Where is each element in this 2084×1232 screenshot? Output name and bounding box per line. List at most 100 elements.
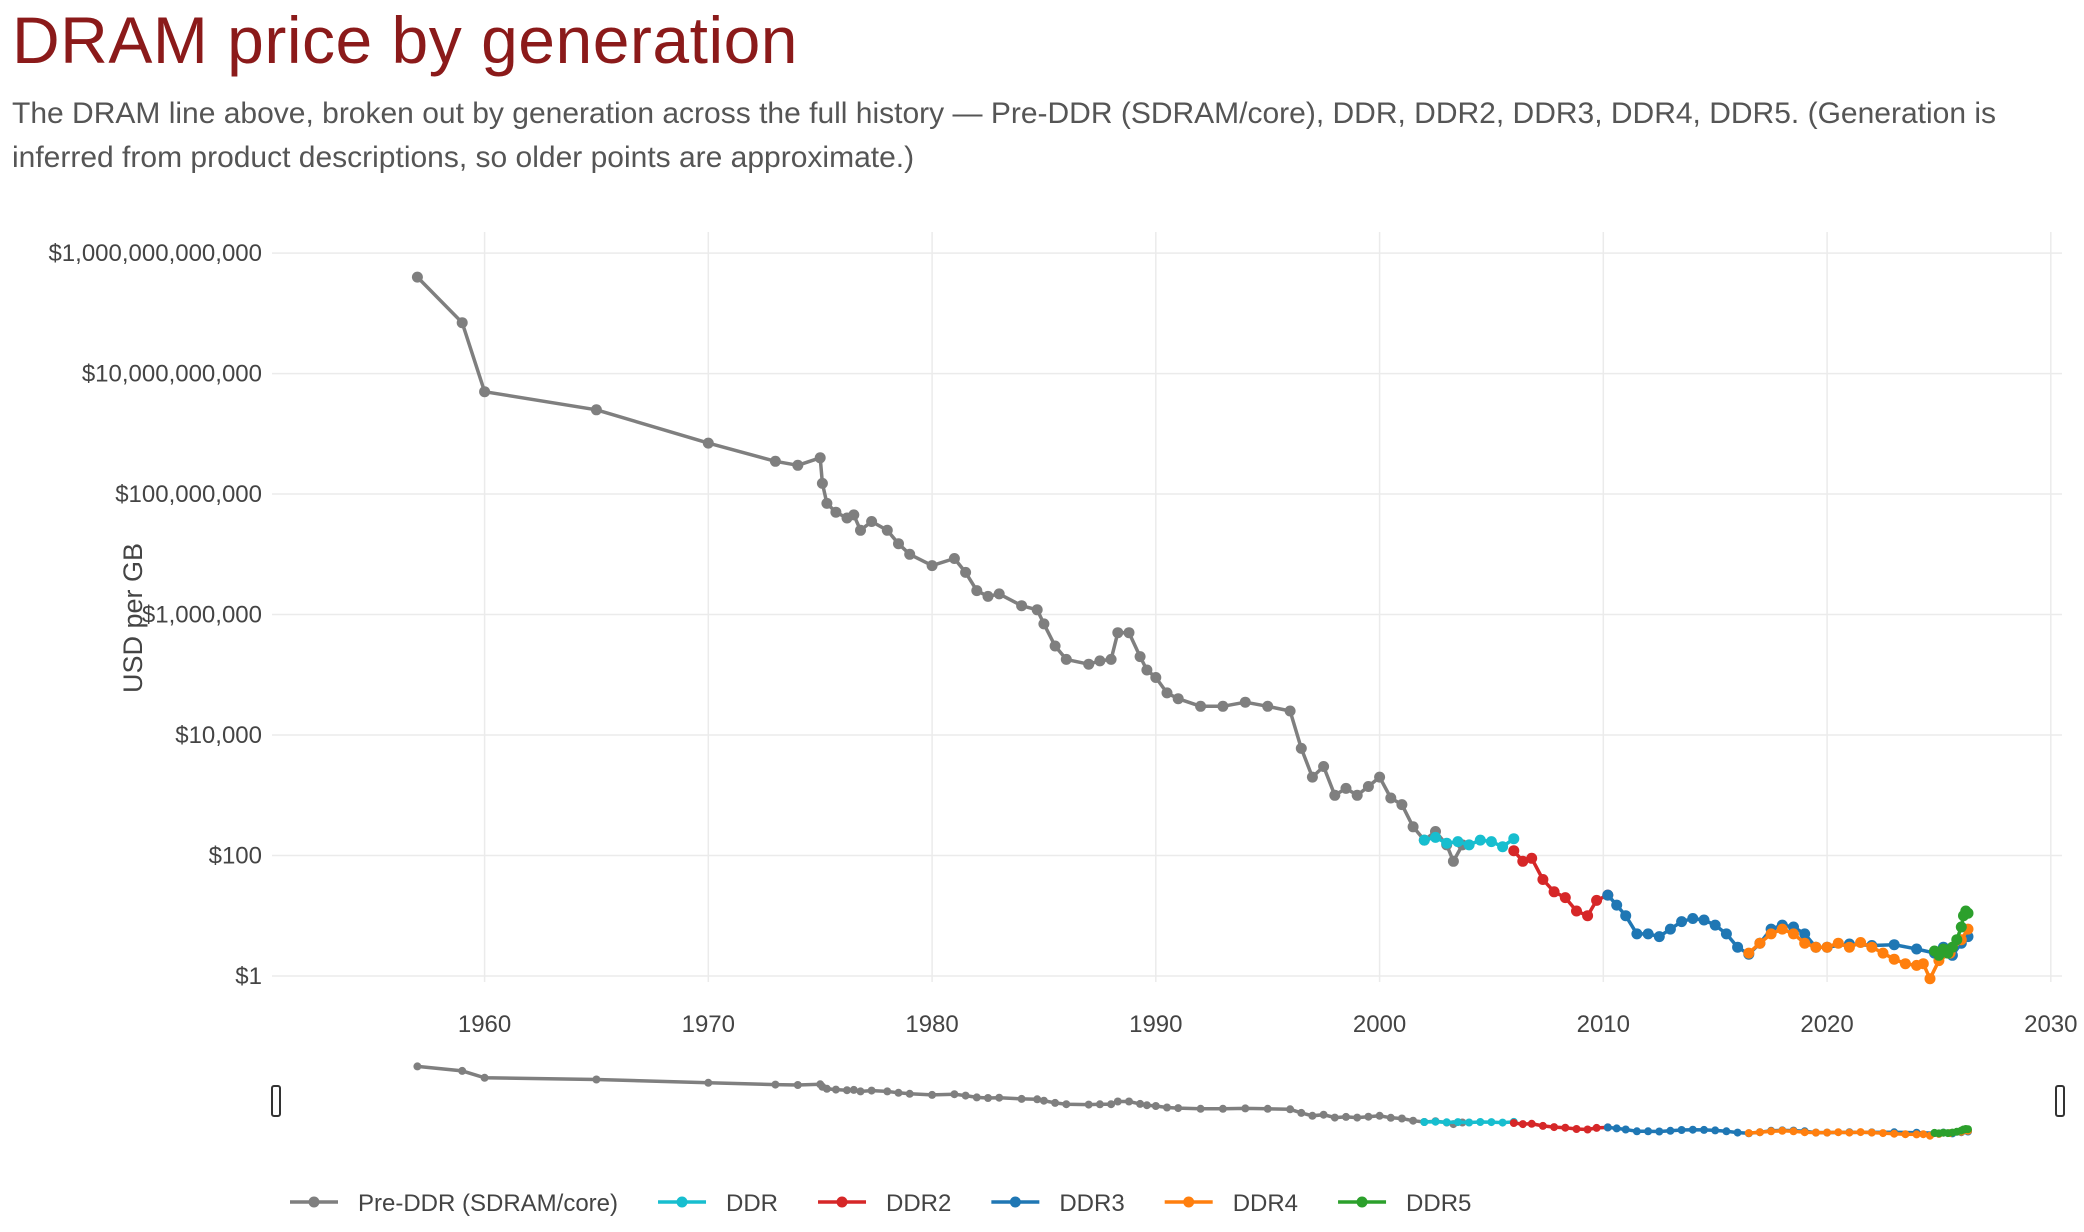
- data-point: [1172, 693, 1184, 705]
- data-point: [960, 566, 972, 578]
- data-point: [1508, 833, 1520, 845]
- data-point: [821, 497, 833, 509]
- legend-label: DDR2: [886, 1190, 951, 1217]
- y-tick-label: $1,000,000,000,000: [48, 240, 262, 267]
- range-slider-point: [1919, 1130, 1928, 1139]
- data-point: [1452, 836, 1464, 848]
- data-point: [1821, 941, 1833, 953]
- range-slider-point: [1811, 1128, 1820, 1137]
- legend-item-ddr3[interactable]: DDR3: [991, 1190, 1125, 1217]
- range-slider-point: [1845, 1128, 1854, 1137]
- range-slider-point: [1297, 1108, 1306, 1117]
- range-slider-point: [1218, 1104, 1227, 1113]
- range-slider-point: [1711, 1126, 1720, 1135]
- data-point: [411, 271, 423, 283]
- range-slider-point: [856, 1087, 865, 1096]
- legend[interactable]: Pre-DDR (SDRAM/core) DDR DDR2 DDR3 DDR4 DDR5: [290, 1190, 1471, 1217]
- range-slider-point: [1583, 1125, 1592, 1134]
- range-slider-point: [1364, 1112, 1373, 1121]
- range-slider-point: [1163, 1103, 1171, 1112]
- data-point: [982, 590, 994, 602]
- range-slider-point: [1644, 1127, 1653, 1136]
- data-point: [1888, 939, 1900, 951]
- range-slider-point: [1964, 1125, 1972, 1134]
- range-slider-point: [867, 1086, 876, 1095]
- y-tick-label: $100: [209, 842, 262, 869]
- x-tick-label: 2000: [1353, 1011, 1406, 1038]
- range-slider-point: [1879, 1129, 1887, 1138]
- legend-item-ddr2[interactable]: DDR2: [818, 1190, 951, 1217]
- range-slider-point: [972, 1093, 981, 1102]
- page-subtitle: The DRAM line above, broken out by gener…: [12, 97, 1996, 174]
- range-slider-point: [1722, 1127, 1731, 1136]
- legend-item-pre-ddr-sdram-core[interactable]: Pre-DDR (SDRAM/core): [290, 1190, 618, 1217]
- range-slider-point: [1666, 1126, 1675, 1135]
- legend-item-ddr4[interactable]: DDR4: [1164, 1190, 1298, 1217]
- legend-marker: [1183, 1196, 1195, 1208]
- range-slider-point: [1241, 1104, 1250, 1113]
- x-tick-label: 2020: [1800, 1011, 1853, 1038]
- data-point: [456, 317, 468, 329]
- range-slider-point: [1834, 1128, 1843, 1137]
- range-slider-left-handle[interactable]: [271, 1085, 281, 1117]
- range-slider-point: [1330, 1113, 1339, 1122]
- range-slider-point: [458, 1066, 467, 1075]
- y-tick-label: $10,000,000,000: [82, 361, 262, 388]
- range-slider-point: [984, 1094, 992, 1102]
- data-point: [1548, 886, 1560, 898]
- range-slider-right-handle[interactable]: [2055, 1085, 2065, 1117]
- y-axis-title: USD per GB: [118, 543, 148, 693]
- grid-layer: [272, 232, 2062, 982]
- legend-item-ddr[interactable]: DDR: [658, 1190, 778, 1217]
- range-slider-point: [1550, 1123, 1559, 1132]
- data-point: [1962, 907, 1974, 919]
- range-slider-point: [592, 1075, 601, 1084]
- data-point: [814, 452, 826, 464]
- x-tick-label: 1980: [905, 1011, 958, 1038]
- data-point: [971, 585, 983, 597]
- data-point: [1038, 618, 1050, 630]
- range-slider-point: [1342, 1112, 1350, 1121]
- legend-marker: [836, 1196, 848, 1208]
- data-point: [1951, 934, 1963, 946]
- data-point: [1134, 651, 1146, 663]
- data-point: [1888, 953, 1900, 965]
- range-slider-point: [1151, 1102, 1160, 1110]
- range-slider-point: [849, 1085, 858, 1094]
- range-slider-point: [905, 1089, 914, 1098]
- data-point: [1508, 845, 1520, 857]
- data-point: [1083, 658, 1095, 670]
- x-tick-label: 2010: [1577, 1011, 1630, 1038]
- legend-item-ddr5[interactable]: DDR5: [1338, 1190, 1471, 1217]
- range-slider-point: [1621, 1125, 1630, 1134]
- data-point: [1917, 958, 1929, 970]
- range-slider-point: [1263, 1104, 1272, 1113]
- range-slider-point: [1561, 1123, 1570, 1132]
- range-slider[interactable]: [271, 1056, 2065, 1142]
- range-slider-point: [1632, 1127, 1641, 1136]
- data-point: [816, 477, 828, 489]
- range-slider-point: [1767, 1127, 1776, 1136]
- data-point: [1653, 931, 1665, 943]
- legend-marker: [676, 1196, 688, 1208]
- range-slider-point: [1084, 1100, 1093, 1109]
- data-point: [1262, 700, 1274, 712]
- range-slider-point: [1062, 1100, 1071, 1109]
- data-point: [1141, 664, 1153, 676]
- range-slider-point: [822, 1084, 831, 1093]
- data-point: [1924, 973, 1936, 985]
- data-point: [1537, 874, 1549, 885]
- range-slider-point: [1375, 1111, 1384, 1120]
- legend-label: Pre-DDR (SDRAM/core): [358, 1190, 618, 1217]
- data-point: [702, 437, 714, 449]
- range-slider-point: [1353, 1113, 1362, 1122]
- range-slider-point: [1174, 1104, 1183, 1113]
- range-slider-point: [1453, 1118, 1462, 1127]
- data-point: [904, 548, 916, 560]
- range-slider-point: [1509, 1119, 1518, 1127]
- series-line: [1747, 927, 1970, 981]
- data-point: [1418, 834, 1430, 846]
- data-point: [848, 509, 860, 521]
- data-point: [1430, 831, 1441, 843]
